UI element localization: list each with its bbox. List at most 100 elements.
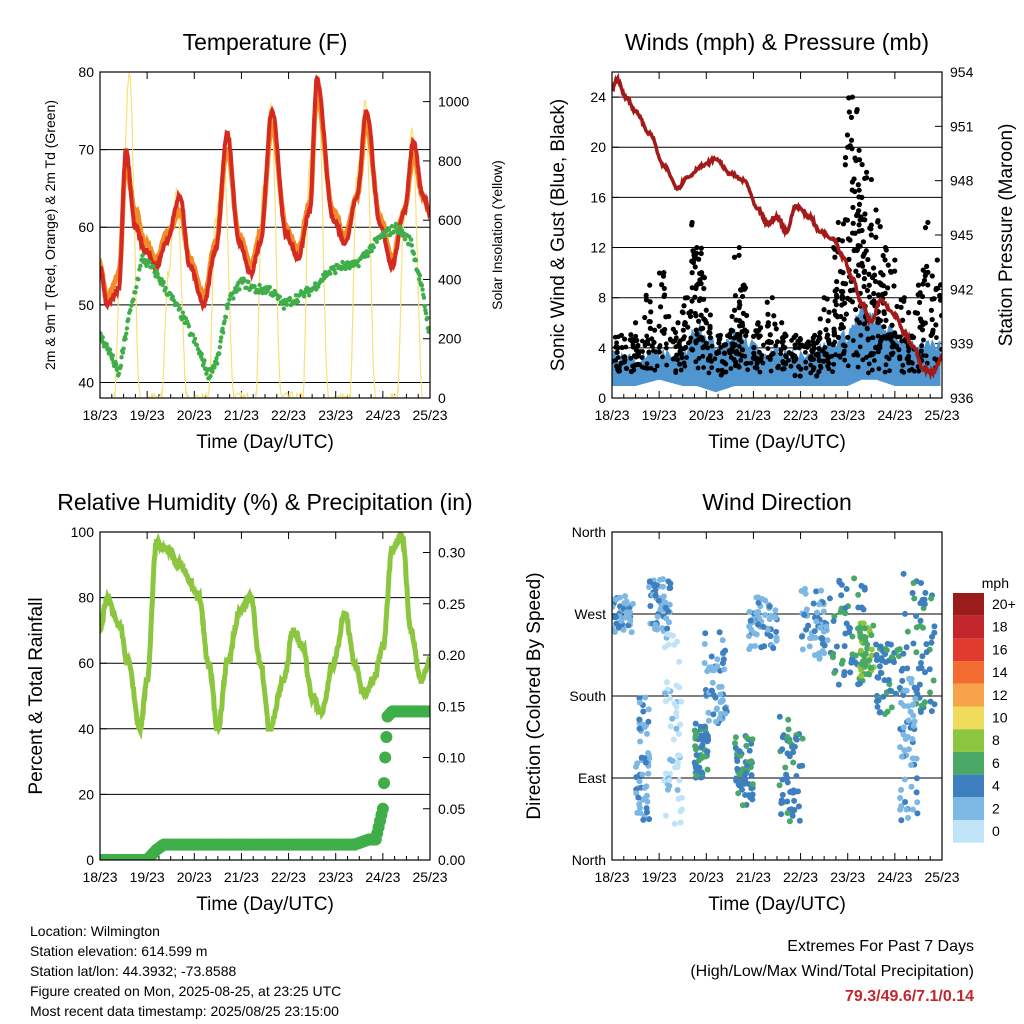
temperature-ytick-right-label: 400 bbox=[438, 271, 462, 287]
gust-point bbox=[918, 348, 924, 354]
direction-point bbox=[819, 648, 826, 655]
gust-point bbox=[732, 342, 738, 348]
gust-point bbox=[642, 365, 648, 371]
gust-point bbox=[851, 247, 857, 254]
direction-point bbox=[749, 736, 756, 743]
direction-point bbox=[819, 640, 826, 647]
direction-point bbox=[785, 716, 792, 723]
direction-point bbox=[818, 635, 825, 642]
direction-point bbox=[620, 626, 627, 633]
gust-point bbox=[680, 327, 686, 333]
direction-point bbox=[634, 760, 641, 767]
dewpoint-point bbox=[371, 245, 376, 250]
gust-point bbox=[899, 338, 905, 344]
direction-point bbox=[676, 684, 683, 691]
temp-2m-line bbox=[100, 74, 430, 312]
dewpoint-point bbox=[225, 305, 230, 311]
gust-point bbox=[755, 320, 761, 326]
direction-point bbox=[904, 665, 911, 672]
winds-xtick-label: 22/23 bbox=[783, 407, 818, 423]
direction-point bbox=[814, 609, 821, 616]
direction-point bbox=[710, 711, 717, 718]
humidity-xtick-label: 20/23 bbox=[177, 869, 212, 885]
gust-point bbox=[847, 297, 853, 303]
direction-point bbox=[913, 775, 920, 782]
gust-point bbox=[888, 269, 894, 275]
gust-point bbox=[934, 257, 940, 263]
gust-point bbox=[831, 361, 837, 367]
dewpoint-point bbox=[408, 237, 414, 242]
direction-point bbox=[639, 771, 646, 778]
gust-point bbox=[890, 340, 896, 346]
winds-ytick-right-label: 951 bbox=[950, 118, 974, 134]
temperature-xlabel: Time (Day/UTC) bbox=[196, 432, 334, 453]
direction-point bbox=[873, 641, 880, 648]
gust-point bbox=[697, 296, 704, 302]
direction-point bbox=[917, 600, 924, 607]
gust-point bbox=[861, 283, 867, 290]
direction-point bbox=[692, 746, 699, 753]
precip-point bbox=[422, 705, 430, 718]
direction-point bbox=[667, 723, 674, 730]
direction-point bbox=[784, 798, 791, 805]
gust-point bbox=[919, 343, 925, 349]
direction-point bbox=[929, 633, 936, 640]
direction-point bbox=[772, 614, 779, 621]
dewpoint-point bbox=[222, 319, 227, 324]
direction-point bbox=[673, 638, 680, 645]
gust-point bbox=[786, 350, 792, 355]
direction-point bbox=[674, 759, 681, 766]
gust-point bbox=[857, 344, 863, 350]
gust-point bbox=[690, 259, 697, 266]
winds-xtick-label: 18/23 bbox=[594, 407, 629, 423]
direction-point bbox=[640, 708, 647, 715]
gust-point bbox=[799, 342, 805, 348]
direction-point bbox=[905, 746, 912, 753]
direction-point bbox=[838, 660, 845, 667]
direction-point bbox=[862, 638, 869, 645]
direction-point bbox=[647, 603, 654, 610]
gust-point bbox=[621, 354, 627, 360]
direction-point bbox=[841, 643, 848, 650]
gust-point bbox=[765, 311, 771, 317]
direction-point bbox=[666, 695, 673, 702]
dewpoint-point bbox=[110, 353, 115, 358]
gust-point bbox=[723, 361, 729, 367]
humidity-xtick-label: 25/23 bbox=[412, 869, 447, 885]
gust-point bbox=[887, 368, 892, 374]
direction-point bbox=[714, 656, 721, 663]
gust-point bbox=[643, 339, 649, 345]
gust-point bbox=[855, 208, 862, 214]
direction-point bbox=[606, 618, 612, 624]
direction-point bbox=[909, 736, 916, 743]
gust-point bbox=[646, 318, 652, 325]
dewpoint-point bbox=[397, 224, 403, 229]
direction-point bbox=[662, 698, 669, 705]
gust-point bbox=[848, 114, 855, 120]
winds-ytick-label: 12 bbox=[590, 240, 606, 256]
direction-point bbox=[837, 608, 844, 615]
colorbar-label: 16 bbox=[992, 641, 1008, 657]
direction-ytick-label: North bbox=[572, 852, 606, 868]
direction-point bbox=[896, 684, 903, 691]
extremes-values: 79.3/49.6/7.1/0.14 bbox=[845, 988, 974, 1005]
gust-point bbox=[656, 270, 663, 276]
gust-point bbox=[715, 367, 721, 373]
gust-point bbox=[838, 288, 845, 295]
direction-point bbox=[736, 771, 743, 778]
gust-point bbox=[682, 320, 688, 326]
gust-point bbox=[834, 294, 840, 300]
dewpoint-point bbox=[316, 284, 321, 289]
gust-point bbox=[855, 182, 861, 188]
direction-point bbox=[786, 818, 793, 825]
direction-point bbox=[759, 595, 766, 602]
gust-point bbox=[771, 313, 777, 319]
temperature-xtick-label: 19/23 bbox=[130, 407, 165, 423]
colorbar-label: 4 bbox=[992, 778, 1000, 794]
gust-point bbox=[736, 244, 742, 251]
colorbar-swatch bbox=[953, 706, 984, 730]
direction-point bbox=[846, 629, 853, 636]
humidity-xtick-label: 24/23 bbox=[365, 869, 400, 885]
gust-point bbox=[783, 333, 789, 339]
gust-point bbox=[622, 359, 627, 365]
